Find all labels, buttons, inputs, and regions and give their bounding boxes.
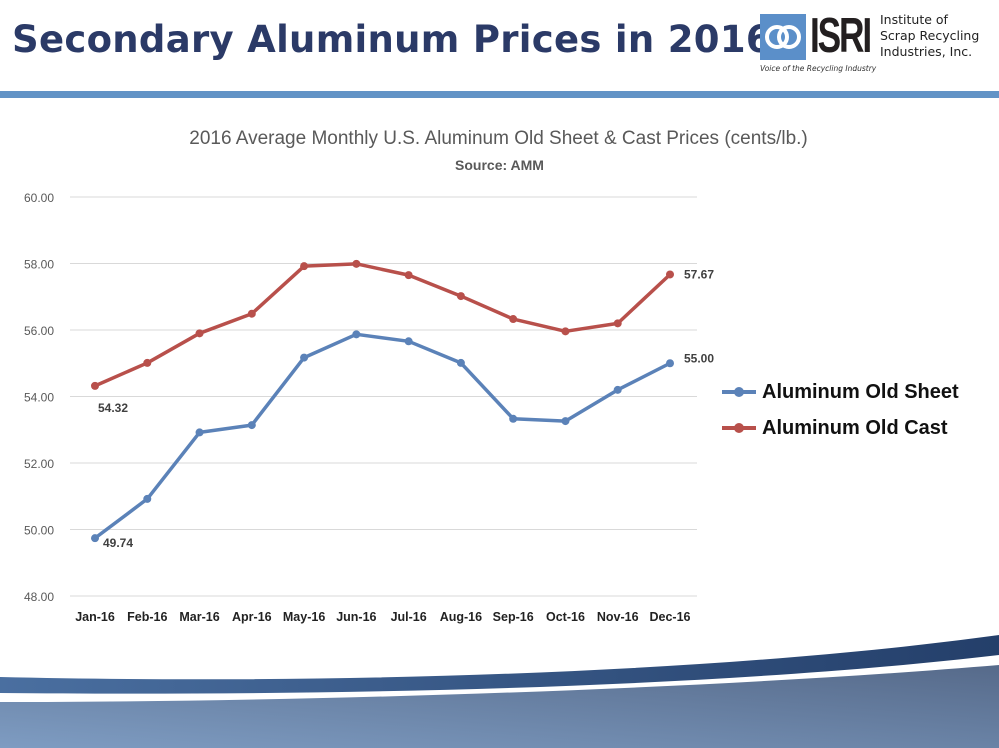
x-tick-label: Nov-16 [597,610,639,624]
legend-item-cast: Aluminum Old Cast [722,410,959,446]
data-point [143,358,152,367]
data-point [91,381,99,390]
data-label: 49.74 [103,536,133,550]
y-tick-label: 60.00 [24,191,54,205]
y-tick-label: 58.00 [24,258,54,272]
chart-legend: Aluminum Old Sheet Aluminum Old Cast [722,374,959,446]
x-tick-label: Mar-16 [179,610,219,624]
y-tick-label: 50.00 [24,524,54,538]
x-tick-label: Aug-16 [440,610,482,624]
data-point [456,292,465,301]
data-label: 57.67 [684,267,714,281]
footer-swoosh [0,635,999,748]
data-point [300,262,309,271]
series-aluminum-old-sheet: 49.74 55.00 [91,330,714,550]
x-tick-label: Oct-16 [546,610,585,624]
data-point [404,337,413,346]
legend-swatch-cast [722,423,756,433]
y-tick-label: 52.00 [24,457,54,471]
footer-band [0,635,999,694]
data-point [143,494,152,503]
logo-name-line: Scrap Recycling [880,28,980,43]
data-point [195,428,204,437]
data-point [352,330,361,339]
chart-subtitle: Source: AMM [455,157,544,173]
legend-swatch-sheet [722,387,756,397]
data-label: 55.00 [684,351,714,365]
logo-name: Institute of Scrap Recycling Industries,… [880,12,979,60]
data-point [404,271,413,280]
data-point [561,417,570,426]
legend-item-sheet: Aluminum Old Sheet [722,374,959,410]
logo-mark: ISRI [810,9,872,63]
chart-title: 2016 Average Monthly U.S. Aluminum Old S… [0,128,999,150]
data-point [456,358,465,367]
x-tick-label: Jan-16 [75,610,115,624]
data-point [561,327,570,336]
x-tick-label: Jul-16 [391,610,427,624]
x-tick-label: Apr-16 [232,610,272,624]
isri-rings-icon [760,14,806,60]
y-tick-label: 54.00 [24,391,54,405]
data-point [666,359,674,368]
data-point [247,421,256,430]
logo-tagline: Voice of the Recycling Industry [760,64,877,73]
isri-logo: ISRI Voice of the Recycling Industry Ins… [760,9,990,78]
logo-name-line: Institute of [880,12,948,27]
series-aluminum-old-cast: 54.32 57.67 [91,259,714,415]
data-label: 54.32 [98,401,128,415]
x-tick-label: Jun-16 [336,610,376,624]
slide-title: Secondary Aluminum Prices in 2016 [12,18,772,61]
data-point [195,329,204,338]
series-line [93,332,671,540]
x-tick-label: Feb-16 [127,610,167,624]
data-point [91,534,99,543]
legend-label: Aluminum Old Sheet [762,380,959,403]
chart-title-text: 2016 Average Monthly U.S. Aluminum Old S… [189,128,808,149]
x-tick-label: May-16 [283,610,325,624]
data-point [247,309,256,318]
series-line [94,262,672,388]
data-point [509,315,518,324]
y-tick-label: 56.00 [24,324,54,338]
logo-name-line: Industries, Inc. [880,44,973,59]
data-point [666,270,674,279]
data-point [352,259,361,268]
x-tick-label: Sep-16 [493,610,534,624]
footer-gradient [0,665,999,748]
x-tick-label: Dec-16 [650,610,691,624]
data-point [509,414,518,423]
data-point [613,385,622,394]
header-divider [0,91,999,98]
data-point [300,353,309,362]
legend-label: Aluminum Old Cast [762,416,948,439]
y-tick-label: 48.00 [24,590,54,604]
data-point [613,319,622,328]
